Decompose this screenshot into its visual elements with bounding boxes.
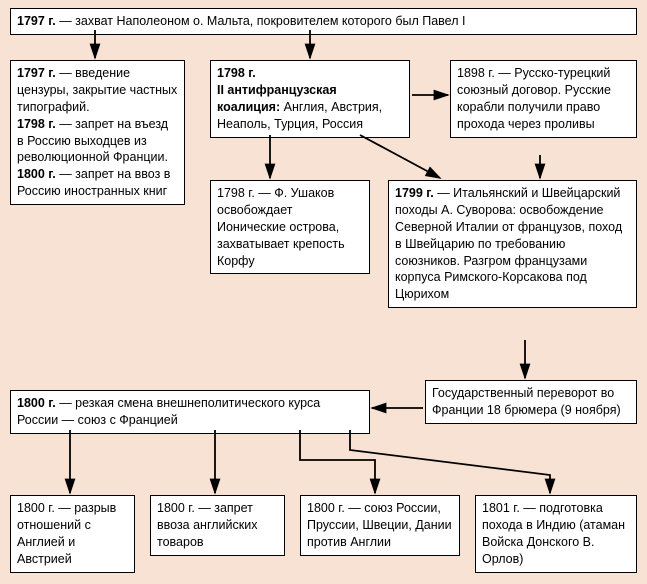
text: — Итальянский и Швейцарский походы А. Су… — [395, 186, 622, 301]
year: 1799 г. — [395, 186, 434, 200]
text: Государственный переворот во Франции 18 … — [432, 386, 621, 417]
node-bottom-2: 1800 г. — запрет ввоза английских товаро… — [150, 495, 285, 556]
year: 1798 г. — [17, 117, 56, 131]
text: — захват Наполеоном о. Мальта, покровите… — [56, 14, 466, 28]
text: 1898 г. — Русско-турецкий союзный догово… — [457, 66, 611, 131]
node-top: 1797 г. — захват Наполеоном о. Мальта, п… — [10, 8, 637, 35]
node-bottom-4: 1801 г. — подготовка похода в Индию (ата… — [475, 495, 637, 573]
year: 1798 г. — [217, 66, 256, 80]
text: — резкая смена внешнеполитического курса… — [17, 396, 320, 427]
text: 1800 г. — союз России, Пруссии, Швеции, … — [307, 501, 452, 549]
node-coup: Государственный переворот во Франции 18 … — [425, 380, 637, 424]
year: 1800 г. — [17, 167, 56, 181]
text: 1800 г. — разрыв отношений с Англией и А… — [17, 501, 116, 566]
node-treaty: 1898 г. — Русско-турецкий союзный догово… — [450, 60, 637, 138]
year: 1797 г. — [17, 14, 56, 28]
node-bottom-3: 1800 г. — союз России, Пруссии, Швеции, … — [300, 495, 460, 556]
text: 1800 г. — запрет ввоза английских товаро… — [157, 501, 257, 549]
node-coalition: 1798 г. II антифранцузская коалиция: Анг… — [210, 60, 410, 138]
node-policy: 1800 г. — резкая смена внешнеполитическо… — [10, 390, 370, 434]
node-ushakov: 1798 г. — Ф. Ушаков освобождает Ионическ… — [210, 180, 370, 274]
node-suvorov: 1799 г. — Итальянский и Швейцарский похо… — [388, 180, 637, 308]
node-left-col: 1797 г. — введение цензуры, закрытие час… — [10, 60, 185, 205]
node-bottom-1: 1800 г. — разрыв отношений с Англией и А… — [10, 495, 135, 573]
text: 1801 г. — подготовка похода в Индию (ата… — [482, 501, 625, 566]
text: 1798 г. — Ф. Ушаков освобождает Ионическ… — [217, 186, 345, 268]
year: 1797 г. — [17, 66, 56, 80]
year: 1800 г. — [17, 396, 56, 410]
